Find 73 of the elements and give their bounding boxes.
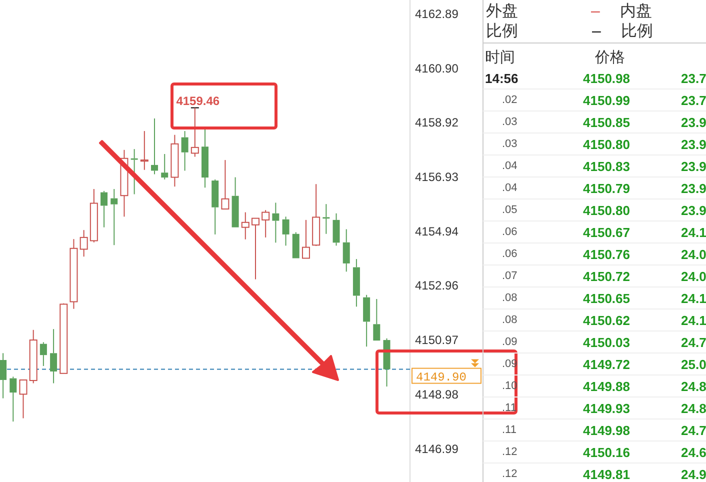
y-tick-label: 4154.94 [415, 224, 459, 238]
category-label: .08 [502, 292, 518, 304]
data-label: 4150.85 [583, 115, 630, 130]
data-label: 4150.76 [583, 247, 630, 262]
data-label: 4150.03 [583, 335, 630, 350]
data-label: 24.8 [681, 379, 706, 394]
y-tick-label: 4150.97 [415, 333, 459, 348]
data-label: 4150.67 [583, 225, 630, 240]
text: 时间 [485, 49, 515, 66]
data-label: 24.6 [681, 445, 706, 460]
data-label: 4150.99 [583, 93, 630, 108]
category-label: .07 [502, 270, 518, 282]
data-label: 23.9 [681, 203, 706, 218]
data-label: 24.8 [681, 401, 706, 416]
data-label: 4150.83 [583, 159, 630, 174]
data-label: 4149.72 [583, 357, 630, 372]
data-label: 23.9 [681, 181, 706, 196]
category-label: .06 [502, 248, 518, 260]
data-label: 24.1 [681, 291, 706, 306]
data-label: 23.7 [681, 71, 706, 86]
category-label: .05 [502, 204, 518, 216]
text: 内盘 [620, 2, 652, 20]
category-label: .09 [502, 336, 518, 348]
data-label: 4149.98 [583, 423, 630, 438]
text: – [592, 23, 601, 40]
data-label: 4150.62 [583, 313, 630, 328]
category-label: 14:56 [485, 71, 518, 86]
data-label: 4150.16 [583, 445, 630, 460]
category-label: .02 [502, 94, 518, 106]
data-label: 24.1 [681, 313, 706, 328]
data-label: 24.7 [681, 423, 706, 438]
data-label: 23.9 [681, 137, 706, 152]
data-label: 23.7 [681, 93, 706, 108]
category-label: .08 [502, 314, 518, 326]
data-label: 4150.80 [583, 137, 630, 152]
y-tick-label: 4146.99 [415, 442, 459, 456]
category-label: .04 [502, 182, 518, 194]
data-label: 24.9 [681, 467, 706, 482]
data-label: 23.9 [681, 115, 706, 130]
data-label: 24.0 [681, 247, 706, 262]
data-label: 4150.80 [583, 203, 630, 218]
data-label: 23.9 [681, 159, 706, 174]
category-label: .06 [502, 226, 518, 238]
y-tick-label: 4156.93 [415, 170, 459, 184]
data-label: 4150.79 [583, 181, 630, 196]
text: 外盘 [486, 3, 518, 20]
category-label: .11 [502, 424, 516, 436]
category-label: .03 [502, 116, 518, 128]
text: 价格 [594, 49, 625, 66]
y-tick-label: 4162.89 [415, 6, 459, 21]
data-label: 4149.81 [583, 467, 630, 482]
data-label: 4149.88 [583, 379, 630, 394]
text: 比例 [486, 22, 518, 40]
category-label: .03 [502, 138, 518, 150]
data-label: 4150.65 [583, 291, 630, 306]
ref-line-label: 4149.90 [416, 370, 466, 384]
y-tick-label: 4158.92 [415, 116, 459, 130]
text: 比例 [621, 22, 653, 40]
data-label: 25.0 [681, 357, 706, 372]
y-tick-label: 4152.96 [415, 278, 459, 293]
data-label: 4150.72 [583, 269, 630, 284]
y-tick-label: 4148.98 [415, 387, 459, 402]
data-label: 24.1 [681, 225, 706, 240]
data-label: 4150.98 [583, 71, 630, 86]
data-label: 24.7 [681, 335, 706, 350]
y-tick-label: 4160.90 [415, 61, 459, 76]
category-label: .12 [502, 468, 518, 480]
data-label: 24.0 [681, 269, 706, 284]
category-label: .12 [502, 446, 518, 458]
text: – [591, 3, 600, 20]
category-label: .04 [502, 160, 518, 172]
data-label: 4149.93 [583, 401, 630, 416]
annotation: 4159.46 [176, 94, 220, 108]
